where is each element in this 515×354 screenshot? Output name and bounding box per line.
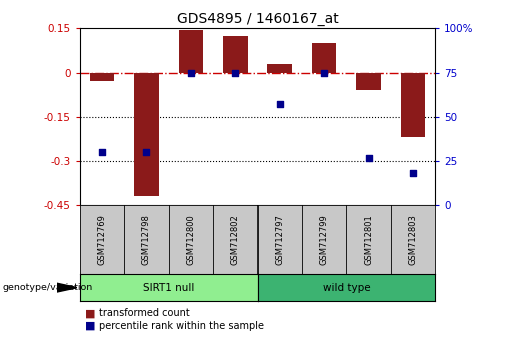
Text: ■: ■: [85, 321, 95, 331]
Point: [409, 171, 417, 176]
Text: GSM712797: GSM712797: [275, 215, 284, 265]
Bar: [134, 73, 159, 196]
Point: [320, 70, 328, 75]
Bar: [179, 30, 203, 73]
Point: [142, 149, 150, 155]
Text: transformed count: transformed count: [99, 308, 190, 318]
Polygon shape: [57, 283, 77, 292]
Text: genotype/variation: genotype/variation: [3, 283, 93, 292]
Point: [187, 70, 195, 75]
Text: GDS4895 / 1460167_at: GDS4895 / 1460167_at: [177, 12, 338, 27]
Bar: [267, 64, 292, 73]
Text: GSM712798: GSM712798: [142, 215, 151, 265]
Text: ■: ■: [85, 308, 95, 318]
Text: GSM712803: GSM712803: [408, 215, 418, 265]
Text: percentile rank within the sample: percentile rank within the sample: [99, 321, 264, 331]
Bar: [90, 73, 114, 81]
Text: SIRT1 null: SIRT1 null: [143, 282, 194, 293]
Bar: [401, 73, 425, 137]
Bar: [356, 73, 381, 90]
Text: GSM712802: GSM712802: [231, 215, 240, 265]
Point: [276, 102, 284, 107]
Text: GSM712801: GSM712801: [364, 215, 373, 265]
Text: GSM712769: GSM712769: [97, 215, 107, 265]
Bar: [223, 36, 248, 73]
Text: wild type: wild type: [322, 282, 370, 293]
Point: [365, 155, 373, 160]
Point: [231, 70, 239, 75]
Point: [98, 149, 106, 155]
Bar: [312, 43, 336, 73]
Text: GSM712800: GSM712800: [186, 215, 195, 265]
Text: GSM712799: GSM712799: [320, 215, 329, 265]
